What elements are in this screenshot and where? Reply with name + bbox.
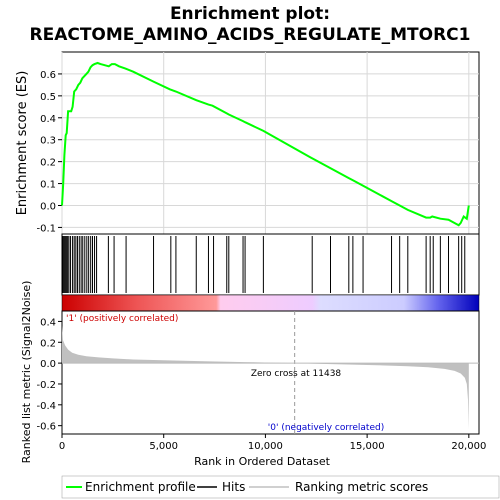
es-y-ticks: -0.1 0.0 0.1 0.2 0.3 0.4 0.5 0.6 <box>36 70 62 234</box>
es-y-tick-label: 0.3 <box>40 136 56 147</box>
es-frame <box>62 52 479 234</box>
metric-y-tick-label: -0.2 <box>36 380 56 391</box>
title-line-2: REACTOME_AMINO_ACIDS_REGULATE_MTORC1 <box>29 25 470 45</box>
metric-y-tick-label: 0.2 <box>40 338 56 349</box>
metric-ylabel: Ranked list metric (Signal2Noise) <box>20 281 33 464</box>
metric-y-tick-label: 0.0 <box>40 359 56 370</box>
es-grid <box>62 52 479 234</box>
colorbar-strip <box>62 295 479 311</box>
es-y-tick-label: 0.4 <box>40 114 56 125</box>
es-y-tick-label: 0.5 <box>40 92 56 103</box>
metric-x-ticks: 0 5,000 10,000 15,000 20,000 <box>59 434 487 452</box>
hits-panel <box>62 234 479 295</box>
es-ylabel: Enrichment score (ES) <box>15 71 30 216</box>
legend-es-label: Enrichment profile <box>85 480 196 494</box>
es-y-tick-label: 0.0 <box>40 201 56 212</box>
metric-y-tick-label: -0.6 <box>36 422 56 433</box>
rank-colorbar <box>62 295 479 311</box>
metric-x-tick-label: 0 <box>59 441 65 452</box>
legend-metric-label: Ranking metric scores <box>295 480 428 494</box>
zero-cross-label: Zero cross at 11438 <box>251 369 342 379</box>
es-y-tick-label: 0.2 <box>40 158 56 169</box>
metric-y-tick-label: -0.4 <box>36 401 56 412</box>
positive-label: '1' (positively correlated) <box>66 314 178 324</box>
hits-lines <box>63 236 465 293</box>
metric-x-tick-label: 20,000 <box>451 441 486 452</box>
metric-x-tick-label: 10,000 <box>248 441 283 452</box>
metric-y-tick-label: 0.4 <box>40 317 56 328</box>
metric-x-tick-label: 5,000 <box>149 441 178 452</box>
es-panel: -0.1 0.0 0.1 0.2 0.3 0.4 0.5 0.6 Enrichment sco… <box>15 52 479 234</box>
es-y-tick-label: 0.1 <box>40 180 56 191</box>
metric-xlabel: Rank in Ordered Dataset <box>194 455 331 468</box>
negative-label: '0' (negatively correlated) <box>268 423 384 433</box>
legend-hits-label: Hits <box>222 480 245 494</box>
metric-x-tick-label: 15,000 <box>350 441 385 452</box>
title-line-1: Enrichment plot: <box>170 4 330 24</box>
legend: Enrichment profile Hits Ranking metric s… <box>62 476 499 498</box>
hits-frame <box>62 234 479 295</box>
es-y-tick-label: 0.6 <box>40 70 56 81</box>
es-y-tick-label: -0.1 <box>36 223 56 234</box>
